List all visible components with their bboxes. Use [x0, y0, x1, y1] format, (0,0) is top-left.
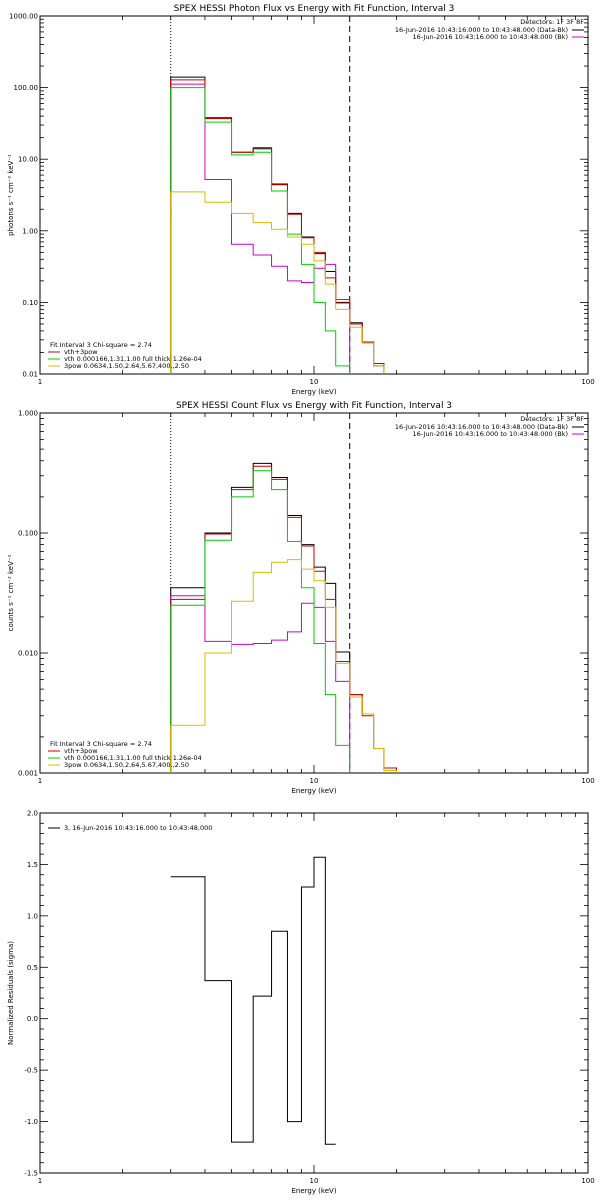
panel2-y-axis-label: counts s⁻¹ cm⁻² keV⁻¹ — [7, 554, 15, 631]
panel1-legend-right-label: 16-Jun-2016 10:43:16.000 to 10:43:48.000… — [395, 26, 568, 34]
panel1-y-tick-label: 10.00 — [18, 156, 38, 164]
panel3-x-axis-label: Energy (keV) — [291, 1187, 336, 1195]
panel2-legend-left-label: Fit Interval 3 Chi-square = 2.74 — [50, 740, 152, 748]
panel2-x-axis-label: Energy (keV) — [291, 787, 336, 795]
panel2-legend-left-label: 3pow 0.0634,1.50,2.64,5.67,400.,2.50 — [64, 761, 189, 769]
panel1-y-ticks — [40, 18, 588, 375]
panel1-x-tick-label: 10 — [310, 378, 319, 386]
panel1-x-ticks — [39, 16, 576, 374]
panel2-series-4 — [170, 470, 351, 773]
panel2-y-tick-label: 0.001 — [18, 770, 38, 778]
panel2-title: SPEX HESSI Count Flux vs Energy with Fit… — [176, 401, 452, 411]
panel1-legend-right-label: 16-Jun-2016 10:43:16.000 to 10:43:48.000… — [413, 33, 568, 41]
panel3-series-1 — [170, 856, 336, 1145]
panel2-legend-left-label: vth 0.000166,1.31,1.00 full thick 1.26e-… — [64, 754, 202, 762]
panel2-x-tick-label: 100 — [581, 777, 594, 785]
panel1-series-4 — [170, 87, 351, 374]
panel2-y-tick-label: 1.000 — [18, 410, 38, 418]
panel3-y-tick-label: -1.0 — [24, 1118, 38, 1126]
panel1-series-5 — [170, 191, 385, 374]
panel2-y-ticks — [40, 418, 588, 774]
panel1-legend-left-label: Fit Interval 3 Chi-square = 2.74 — [50, 341, 152, 349]
panel3-legend-left-label: 3, 16-Jun-2016 10:43:16.000 to 10:43:48.… — [64, 824, 212, 832]
panel3-y-tick-label: 0.0 — [27, 1015, 38, 1023]
panel3-x-tick-label: 1 — [38, 1177, 42, 1185]
panel2-series-5 — [170, 559, 397, 773]
panel2-legend-left-label: vth+3pow — [64, 747, 98, 755]
panel1-y-tick-label: 1000.00 — [9, 13, 38, 21]
panel3-y-tick-label: -1.5 — [24, 1170, 38, 1178]
panel3-chart: 1 10 100 Energy (keV) -1.5 -1.0 -0.5 0.0 0.5 1.0 1… — [7, 810, 595, 1196]
panel1-legend-left-label: vth+3pow — [64, 348, 98, 356]
panel3-y-tick-label: -0.5 — [24, 1067, 38, 1075]
panel2-legend-right-label: 16-Jun-2016 10:43:16.000 to 10:43:48.000… — [413, 430, 568, 438]
panel1-y-tick-label: 100.00 — [14, 84, 39, 92]
panel2-chart: SPEX HESSI Count Flux vs Energy with Fit… — [7, 401, 595, 795]
panel1-legend-left-label: 3pow 0.0634,1.50,2.64,5.67,400.,2.50 — [64, 362, 189, 370]
panel1-title: SPEX HESSI Photon Flux vs Energy with Fi… — [174, 4, 455, 14]
panel2-series-2 — [170, 595, 351, 773]
panel2-legend-right-label: 16-Jun-2016 10:43:16.000 to 10:43:48.000… — [395, 423, 568, 431]
panel3-y-tick-label: 2.0 — [27, 810, 38, 818]
panel1-legend-header: Detectors: 1F 3F 8F — [520, 18, 584, 26]
panel1-y-tick-label: 1.00 — [22, 227, 38, 235]
panel3-y-tick-label: 1.0 — [27, 912, 38, 920]
panel3-y-axis-label: Normalized Residuals (sigma) — [7, 941, 15, 1045]
panel2-y-tick-label: 0.100 — [18, 530, 38, 538]
panel1-series-2 — [170, 83, 351, 374]
panel3-x-ticks — [39, 813, 576, 1173]
panel1-x-tick-label: 1 — [38, 378, 42, 386]
panel1-y-axis-label: photons s⁻¹ cm⁻² keV⁻¹ — [7, 154, 15, 236]
panel1-x-tick-label: 100 — [581, 378, 594, 386]
panel1-chart: SPEX HESSI Photon Flux vs Energy with Fi… — [7, 4, 595, 396]
panel3-y-ticks — [40, 812, 588, 1174]
panel1-y-tick-label: 0.10 — [22, 299, 38, 307]
panel2-y-tick-label: 0.010 — [18, 650, 38, 658]
panel1-legend-left-label: vth 0.000166,1.31,1.00 full thick 1.26e-… — [64, 355, 202, 363]
panel2-x-ticks — [39, 413, 576, 773]
panel3-y-tick-label: 0.5 — [27, 964, 38, 972]
panel3-y-tick-label: 1.5 — [27, 861, 38, 869]
panel2-x-tick-label: 1 — [38, 777, 42, 785]
panel2-legend-header: Detectors: 1F 3F 8F — [520, 415, 584, 423]
panel1-x-axis-label: Energy (keV) — [291, 388, 336, 396]
panel3-x-tick-label: 10 — [310, 1177, 319, 1185]
panel2-x-tick-label: 10 — [310, 777, 319, 785]
panel3-x-tick-label: 100 — [581, 1177, 594, 1185]
panel1-y-tick-label: 0.01 — [22, 371, 38, 379]
